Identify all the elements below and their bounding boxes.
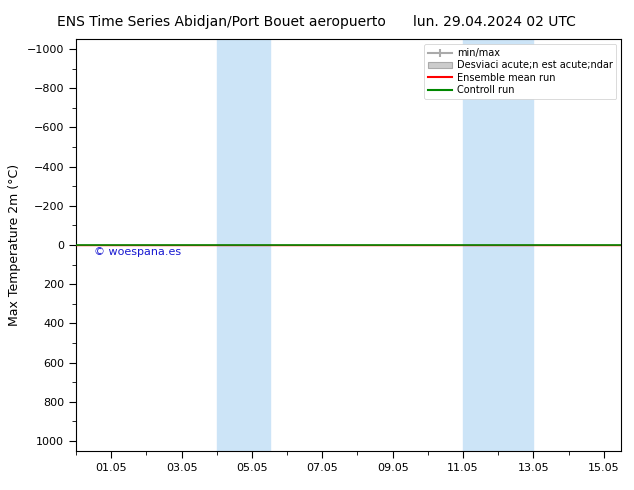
Bar [463,39,533,451]
Text: lun. 29.04.2024 02 UTC: lun. 29.04.2024 02 UTC [413,15,576,29]
Text: ENS Time Series Abidjan/Port Bouet aeropuerto: ENS Time Series Abidjan/Port Bouet aerop… [58,15,386,29]
Text: © woespana.es: © woespana.es [94,247,181,257]
Bar [217,39,269,451]
Y-axis label: Max Temperature 2m (°C): Max Temperature 2m (°C) [8,164,22,326]
Legend: min/max, Desviaci acute;n est acute;ndar, Ensemble mean run, Controll run: min/max, Desviaci acute;n est acute;ndar… [424,44,616,99]
